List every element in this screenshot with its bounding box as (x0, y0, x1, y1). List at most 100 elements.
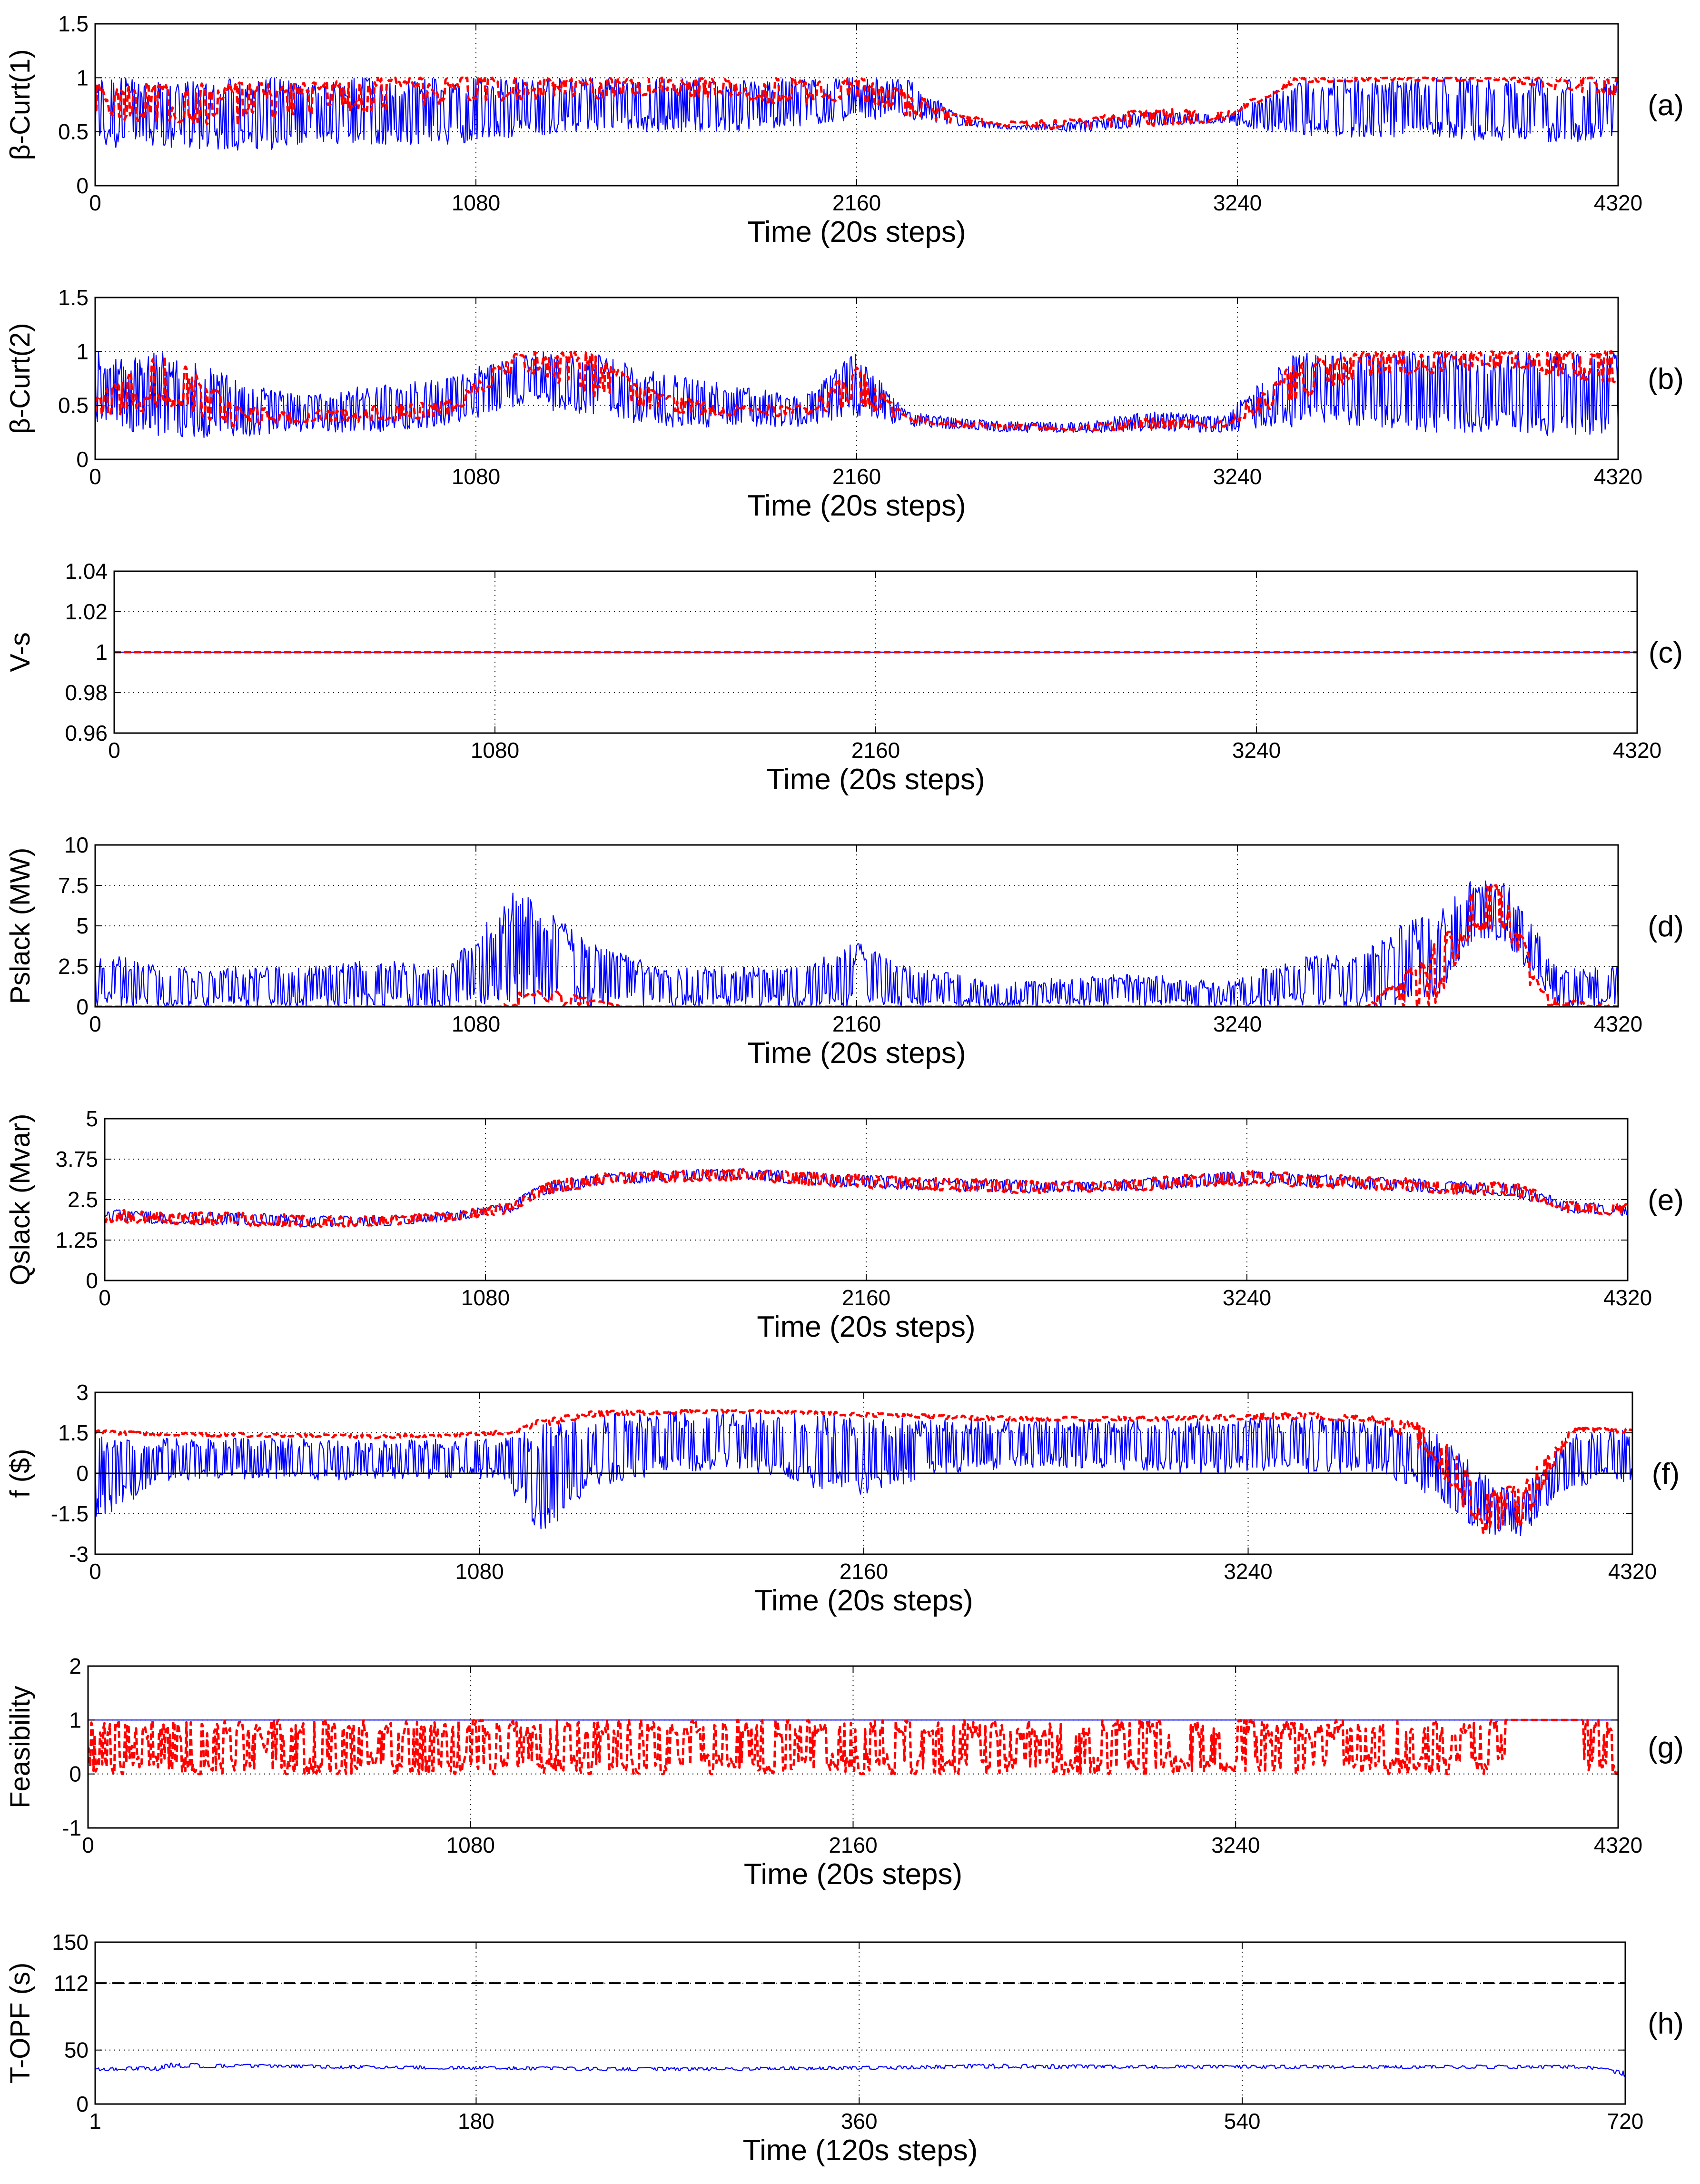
x-tick-label: 3240 (1211, 1833, 1260, 1857)
y-tick-label: 0 (76, 2092, 89, 2116)
plot-area-b (95, 350, 1618, 438)
plot-area-e (105, 1168, 1628, 1228)
x-tick-label: 0 (99, 1285, 111, 1310)
y-tick-label: 0.96 (65, 721, 108, 745)
x-tick-label: 3240 (1213, 464, 1262, 489)
y-axis-label: Qslack (Mvar) (5, 1114, 36, 1286)
series-line-blue (105, 1168, 1628, 1228)
x-tick-label: 4320 (1594, 190, 1642, 215)
panel-b: 0 1080 2160 3240 4320 0 0.5 1 1.5 Time (20s steps… (5, 285, 1684, 522)
panel-tag: (f) (1652, 1458, 1680, 1490)
x-axis-label: Time (20s steps) (744, 1858, 962, 1891)
panel-tag: (e) (1648, 1184, 1684, 1217)
x-tick-label: 3240 (1232, 738, 1281, 763)
y-tick-label: 10 (64, 833, 89, 857)
series-line-red (105, 1168, 1628, 1228)
x-tick-label: 0 (108, 738, 120, 763)
panel-c: 0 1080 2160 3240 4320 0.96 0.98 1 1.02 1.04 Time (… (5, 559, 1683, 796)
x-tick-label: 720 (1607, 2109, 1644, 2134)
y-tick-label: 1.5 (58, 285, 89, 310)
y-tick-label: 3 (76, 1380, 89, 1405)
x-tick-label: 1080 (452, 1012, 500, 1036)
y-tick-label: 1 (76, 339, 89, 364)
panel-f: 0 1080 2160 3240 4320 -3 -1.5 0 1.5 3 Time (20s st… (5, 1380, 1680, 1617)
y-axis-label: Feasibility (5, 1686, 36, 1808)
y-tick-label: 50 (64, 2038, 89, 2063)
y-axis-label: f ($) (5, 1449, 36, 1498)
x-tick-label: 4320 (1594, 1012, 1642, 1036)
x-tick-label: 1080 (446, 1833, 495, 1857)
x-tick-label: 4320 (1594, 464, 1642, 489)
y-tick-label: 0 (76, 1461, 89, 1486)
y-axis-label: β-Curt(1) (5, 49, 36, 160)
x-tick-label: 1080 (471, 738, 519, 763)
y-tick-label: 0 (76, 173, 89, 198)
panel-tag: (h) (1648, 2007, 1684, 2040)
plot-area-a (95, 76, 1618, 151)
y-tick-label: -1.5 (51, 1501, 89, 1526)
panel-a: 0 1080 2160 3240 4320 0 0.5 1 1.5 Time (20s steps… (5, 11, 1684, 248)
x-tick-label: 3240 (1223, 1285, 1271, 1310)
x-tick-label: 2160 (842, 1285, 890, 1310)
series-line-blue (95, 2062, 1625, 2077)
x-tick-label: 2160 (829, 1833, 877, 1857)
x-tick-label: 0 (82, 1833, 94, 1857)
y-tick-label: 7.5 (58, 873, 89, 898)
y-tick-label: 1 (69, 1707, 81, 1732)
x-tick-label: 0 (89, 190, 101, 215)
x-tick-label: 1080 (452, 464, 500, 489)
x-tick-label: 4320 (1613, 738, 1661, 763)
x-axis-label: Time (20s steps) (757, 1310, 975, 1343)
x-tick-label: 180 (458, 2109, 494, 2134)
y-tick-label: 0.5 (58, 393, 89, 418)
panel-h: 1 180 360 540 720 0 50 112 150 Time (120s steps) T… (5, 1930, 1684, 2167)
axes-frame (94, 1941, 1626, 2105)
y-tick-label: 0 (76, 447, 89, 472)
panel-tag: (a) (1648, 89, 1684, 122)
y-tick-label: 1.5 (58, 1420, 89, 1445)
y-tick-label: 3.75 (55, 1147, 98, 1171)
x-tick-label: 1080 (461, 1285, 510, 1310)
x-axis-label: Time (20s steps) (747, 489, 966, 522)
y-tick-label: -3 (69, 1542, 89, 1567)
y-axis-label: V-s (5, 632, 36, 672)
x-tick-label: 1080 (455, 1559, 504, 1584)
y-tick-label: 0.5 (58, 119, 89, 144)
y-tick-label: 2.5 (68, 1187, 98, 1212)
x-tick-label: 0 (89, 464, 101, 489)
x-axis-label: Time (20s steps) (747, 216, 966, 248)
y-tick-label: 2.5 (58, 954, 89, 979)
y-tick-label: 0 (69, 1762, 81, 1787)
x-tick-label: 0 (89, 1559, 101, 1584)
y-axis-label: T-OPF (s) (5, 1963, 36, 2084)
y-tick-label: 1.25 (55, 1228, 98, 1252)
y-tick-label: 1.02 (65, 599, 108, 624)
plot-area-g (88, 1718, 1618, 1776)
y-tick-label: 1.04 (65, 559, 108, 584)
y-tick-label: -1 (62, 1816, 81, 1840)
panel-tag: (d) (1648, 910, 1684, 943)
y-tick-label: 1 (95, 640, 108, 665)
series-line-blue (95, 880, 1618, 1007)
x-tick-label: 2160 (840, 1559, 888, 1584)
plot-area-h (95, 2062, 1625, 2077)
plot-area-d (95, 880, 1618, 1007)
y-tick-label: 0.98 (65, 680, 108, 705)
x-tick-label: 360 (841, 2109, 878, 2134)
x-axis-label: Time (120s steps) (743, 2134, 978, 2167)
x-tick-label: 540 (1224, 2109, 1261, 2134)
y-tick-label: 2 (69, 1654, 81, 1678)
x-tick-label: 2160 (851, 738, 900, 763)
x-tick-label: 1080 (452, 190, 500, 215)
x-tick-label: 3240 (1213, 1012, 1262, 1036)
panel-tag: (c) (1649, 636, 1683, 669)
x-axis-label: Time (20s steps) (754, 1584, 973, 1617)
x-tick-label: 2160 (832, 190, 881, 215)
y-tick-label: 5 (76, 913, 89, 938)
x-tick-label: 2160 (832, 464, 881, 489)
series-line-red (95, 350, 1618, 432)
y-tick-label: 150 (52, 1930, 89, 1955)
y-axis-label: Pslack (MW) (5, 848, 36, 1004)
